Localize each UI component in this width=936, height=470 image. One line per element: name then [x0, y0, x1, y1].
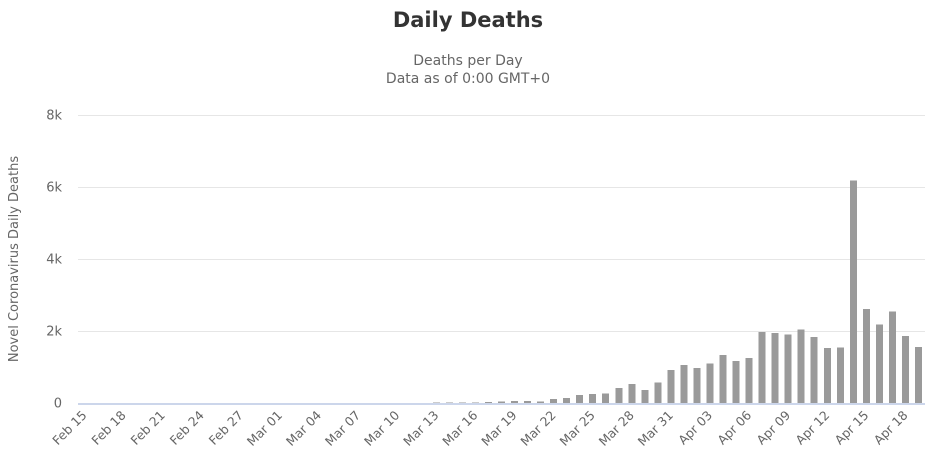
bar-Apr-11[interactable]	[810, 337, 818, 403]
bar-Apr-14[interactable]	[849, 180, 857, 403]
chart-subtitle-line-2: Data as of 0:00 GMT+0	[385, 71, 551, 87]
gridlines	[78, 115, 925, 405]
bar-series[interactable]	[289, 180, 923, 404]
x-axis-tick-label: Mar 04	[283, 407, 324, 448]
chart-title: Daily Deaths	[392, 8, 544, 32]
x-axis-tick-label: Mar 16	[439, 407, 480, 448]
bar-Mar-23[interactable]	[563, 398, 571, 403]
bar-Mar-27[interactable]	[615, 388, 623, 403]
bar-Apr-03[interactable]	[706, 363, 714, 403]
bar-Mar-17[interactable]	[485, 402, 492, 403]
bar-Apr-15[interactable]	[862, 308, 870, 403]
bar-Mar-18[interactable]	[498, 401, 505, 404]
x-axis-tick-label: Feb 21	[128, 408, 168, 448]
x-axis-tick-label: Mar 22	[517, 408, 558, 449]
y-axis-title: Novel Coronavirus Daily Deaths	[7, 156, 22, 362]
x-axis-tick-label: Mar 28	[596, 407, 637, 448]
bar-Apr-10[interactable]	[797, 329, 805, 403]
y-axis-tick-label: 6k	[46, 181, 62, 196]
bar-Apr-06[interactable]	[745, 357, 753, 403]
y-axis-tick-label: 8k	[46, 109, 62, 124]
x-axis-tick-label: Mar 13	[400, 408, 441, 449]
bar-Apr-12[interactable]	[823, 348, 831, 403]
bar-Apr-19[interactable]	[915, 346, 922, 403]
bar-Apr-18[interactable]	[902, 335, 909, 403]
x-axis-tick-label: Feb 27	[206, 408, 246, 448]
chart-subtitle-line-1: Deaths per Day	[413, 53, 523, 69]
x-axis-tick-label: Feb 24	[167, 407, 207, 447]
x-axis-tick-label: Mar 01	[244, 408, 285, 449]
bar-Mar-19[interactable]	[511, 400, 518, 403]
bar-Apr-07[interactable]	[758, 332, 766, 403]
bar-Mar-20[interactable]	[524, 401, 532, 403]
x-axis-tick-label: Feb 18	[88, 407, 128, 447]
x-axis-tick-label: Apr 06	[714, 407, 754, 447]
bar-Apr-17[interactable]	[888, 311, 896, 403]
bar-Apr-09[interactable]	[784, 334, 792, 403]
bar-Mar-21[interactable]	[537, 401, 545, 403]
x-axis-tick-label: Mar 31	[635, 408, 676, 449]
bar-Mar-26[interactable]	[602, 393, 610, 403]
bar-Apr-08[interactable]	[771, 333, 779, 403]
x-axis-tick-label: Mar 10	[361, 407, 402, 448]
bar-Apr-05[interactable]	[732, 361, 740, 403]
bar-Mar-31[interactable]	[667, 370, 675, 403]
bar-Apr-13[interactable]	[836, 347, 844, 403]
x-axis-tick-label: Apr 12	[792, 408, 832, 448]
bar-Mar-24[interactable]	[576, 394, 584, 403]
chart-subtitle: Deaths per Day Data as of 0:00 GMT+0	[0, 52, 936, 88]
y-axis-tick-label: 4k	[46, 253, 62, 268]
x-axis-tick-label: Mar 25	[556, 408, 597, 449]
bar-Mar-29[interactable]	[641, 389, 649, 403]
y-axis-tick-label: 2k	[46, 325, 62, 340]
x-axis-tick-label: Mar 19	[478, 407, 519, 448]
x-axis-tick-label: Apr 15	[832, 408, 872, 448]
bar-Mar-25[interactable]	[589, 394, 597, 403]
bar-Mar-22[interactable]	[550, 399, 558, 403]
bar-Mar-28[interactable]	[628, 384, 636, 403]
y-axis-tick-label: 0	[54, 397, 62, 412]
x-axis-tick-label: Apr 18	[871, 407, 911, 447]
bar-Apr-04[interactable]	[719, 355, 727, 403]
bar-Mar-30[interactable]	[654, 382, 662, 403]
x-axis-tick-label: Apr 09	[753, 407, 793, 447]
bar-Apr-01[interactable]	[680, 365, 688, 403]
bar-Mar-16[interactable]	[471, 402, 479, 403]
bar-Apr-16[interactable]	[875, 324, 883, 403]
y-axis-labels: 0 2k 4k 6k 8k	[46, 109, 62, 412]
x-axis-tick-label: Apr 03	[675, 408, 715, 448]
x-axis-tick-label: Feb 15	[49, 408, 89, 448]
x-axis-tick-label: Mar 07	[322, 408, 363, 449]
bar-Apr-02[interactable]	[693, 368, 701, 403]
